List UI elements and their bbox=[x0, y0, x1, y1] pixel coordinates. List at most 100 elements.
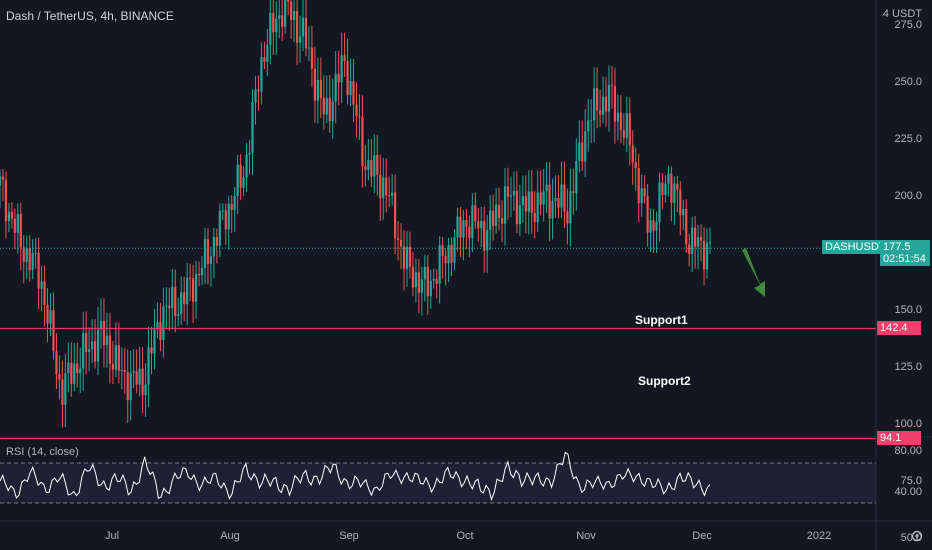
candle-body bbox=[105, 335, 109, 346]
candle-body bbox=[7, 211, 11, 222]
rsi-title[interactable]: RSI (14, close) bbox=[6, 446, 79, 458]
candle-body bbox=[396, 238, 400, 240]
time-tick-label: Sep bbox=[339, 530, 359, 542]
candle-body bbox=[13, 218, 16, 233]
time-tick-label: Oct bbox=[456, 530, 474, 542]
candle-body bbox=[61, 379, 64, 405]
candle-body bbox=[212, 237, 215, 257]
candle-body bbox=[319, 79, 322, 98]
candle-body bbox=[293, 11, 296, 20]
candle-body bbox=[500, 218, 504, 224]
rsi-tick-label: 40.00 bbox=[894, 486, 922, 498]
candle-body bbox=[670, 173, 673, 203]
candle-body bbox=[88, 349, 91, 352]
candle-body bbox=[376, 155, 379, 175]
candle-body bbox=[655, 221, 658, 231]
candle-body bbox=[542, 191, 545, 205]
candle-body bbox=[447, 245, 450, 264]
candle-body bbox=[691, 227, 694, 254]
price-tick-label: 225.0 bbox=[894, 133, 922, 145]
rsi-line bbox=[0, 451, 711, 502]
candle-body bbox=[96, 329, 100, 362]
candle-body bbox=[373, 155, 376, 177]
candle-body bbox=[46, 304, 49, 324]
support1-label: Support1 bbox=[635, 313, 688, 327]
bar-countdown: 02:51:54 bbox=[883, 253, 926, 266]
candle-body bbox=[667, 173, 670, 184]
candle-body bbox=[596, 88, 599, 111]
candle-body bbox=[391, 192, 394, 196]
candle-body bbox=[37, 252, 40, 289]
candle-body bbox=[539, 192, 542, 205]
candle-body bbox=[613, 86, 617, 122]
candle-body bbox=[337, 73, 340, 83]
candle-body bbox=[0, 176, 2, 186]
candle-body bbox=[209, 256, 213, 264]
gear-icon[interactable] bbox=[910, 529, 924, 543]
candle-body bbox=[236, 164, 239, 197]
candle-body bbox=[156, 322, 159, 329]
candle-body bbox=[590, 120, 593, 122]
candle-body bbox=[194, 273, 198, 302]
candle-body bbox=[379, 174, 382, 199]
candle-body bbox=[598, 110, 602, 115]
candle-body bbox=[441, 245, 444, 256]
candle-body bbox=[349, 81, 352, 96]
candle-body bbox=[260, 57, 263, 92]
candle-body bbox=[557, 198, 560, 208]
candle-body bbox=[432, 278, 435, 281]
candle-body bbox=[132, 371, 135, 374]
candle-body bbox=[120, 370, 123, 372]
candle-body bbox=[251, 102, 254, 153]
time-tick-label: Nov bbox=[576, 530, 596, 542]
candle-body bbox=[43, 281, 46, 305]
candle-body bbox=[102, 321, 106, 346]
candle-body bbox=[254, 89, 257, 103]
candle-body bbox=[304, 17, 308, 49]
candle-body bbox=[367, 160, 370, 170]
candle-body bbox=[358, 115, 361, 118]
candle-body bbox=[628, 113, 631, 146]
candle-body bbox=[331, 101, 334, 122]
candle-body bbox=[459, 216, 462, 238]
candle-body bbox=[631, 145, 634, 163]
candle-body bbox=[450, 245, 453, 263]
time-tick-label: Aug bbox=[220, 530, 240, 542]
candle-body bbox=[295, 11, 299, 43]
candle-body bbox=[610, 84, 614, 87]
candle-body bbox=[239, 164, 242, 188]
candle-body bbox=[462, 220, 465, 238]
candle-body bbox=[126, 371, 129, 401]
candle-body bbox=[263, 57, 266, 62]
currency-label[interactable]: 4 USDT bbox=[882, 8, 922, 20]
price-tick-label: 125.0 bbox=[894, 361, 922, 373]
candle-body bbox=[162, 306, 165, 341]
candle-body bbox=[141, 368, 144, 396]
candle-body bbox=[661, 182, 664, 195]
candle-body bbox=[153, 328, 156, 354]
candle-body bbox=[509, 195, 513, 197]
candle-body bbox=[486, 229, 489, 251]
rsi-tick-label: 80.00 bbox=[894, 445, 922, 457]
candle-body bbox=[159, 322, 162, 341]
candle-body bbox=[649, 220, 652, 233]
candle-body bbox=[699, 237, 703, 241]
candle-body bbox=[313, 68, 316, 101]
candle-body bbox=[257, 89, 260, 92]
candle-body bbox=[233, 196, 236, 211]
candle-body bbox=[221, 210, 224, 212]
candle-body bbox=[168, 305, 171, 309]
candle-body bbox=[640, 188, 643, 204]
candle-body bbox=[34, 252, 37, 254]
candle-body bbox=[495, 204, 498, 226]
candle-body bbox=[40, 281, 43, 289]
candle-body bbox=[382, 177, 385, 199]
candle-body bbox=[402, 246, 406, 269]
candle-body bbox=[607, 84, 611, 112]
candle-body bbox=[637, 168, 640, 204]
candle-body bbox=[70, 362, 73, 384]
candle-body bbox=[435, 278, 438, 284]
candle-body bbox=[399, 239, 403, 247]
price-tick-label: 250.0 bbox=[894, 76, 922, 88]
